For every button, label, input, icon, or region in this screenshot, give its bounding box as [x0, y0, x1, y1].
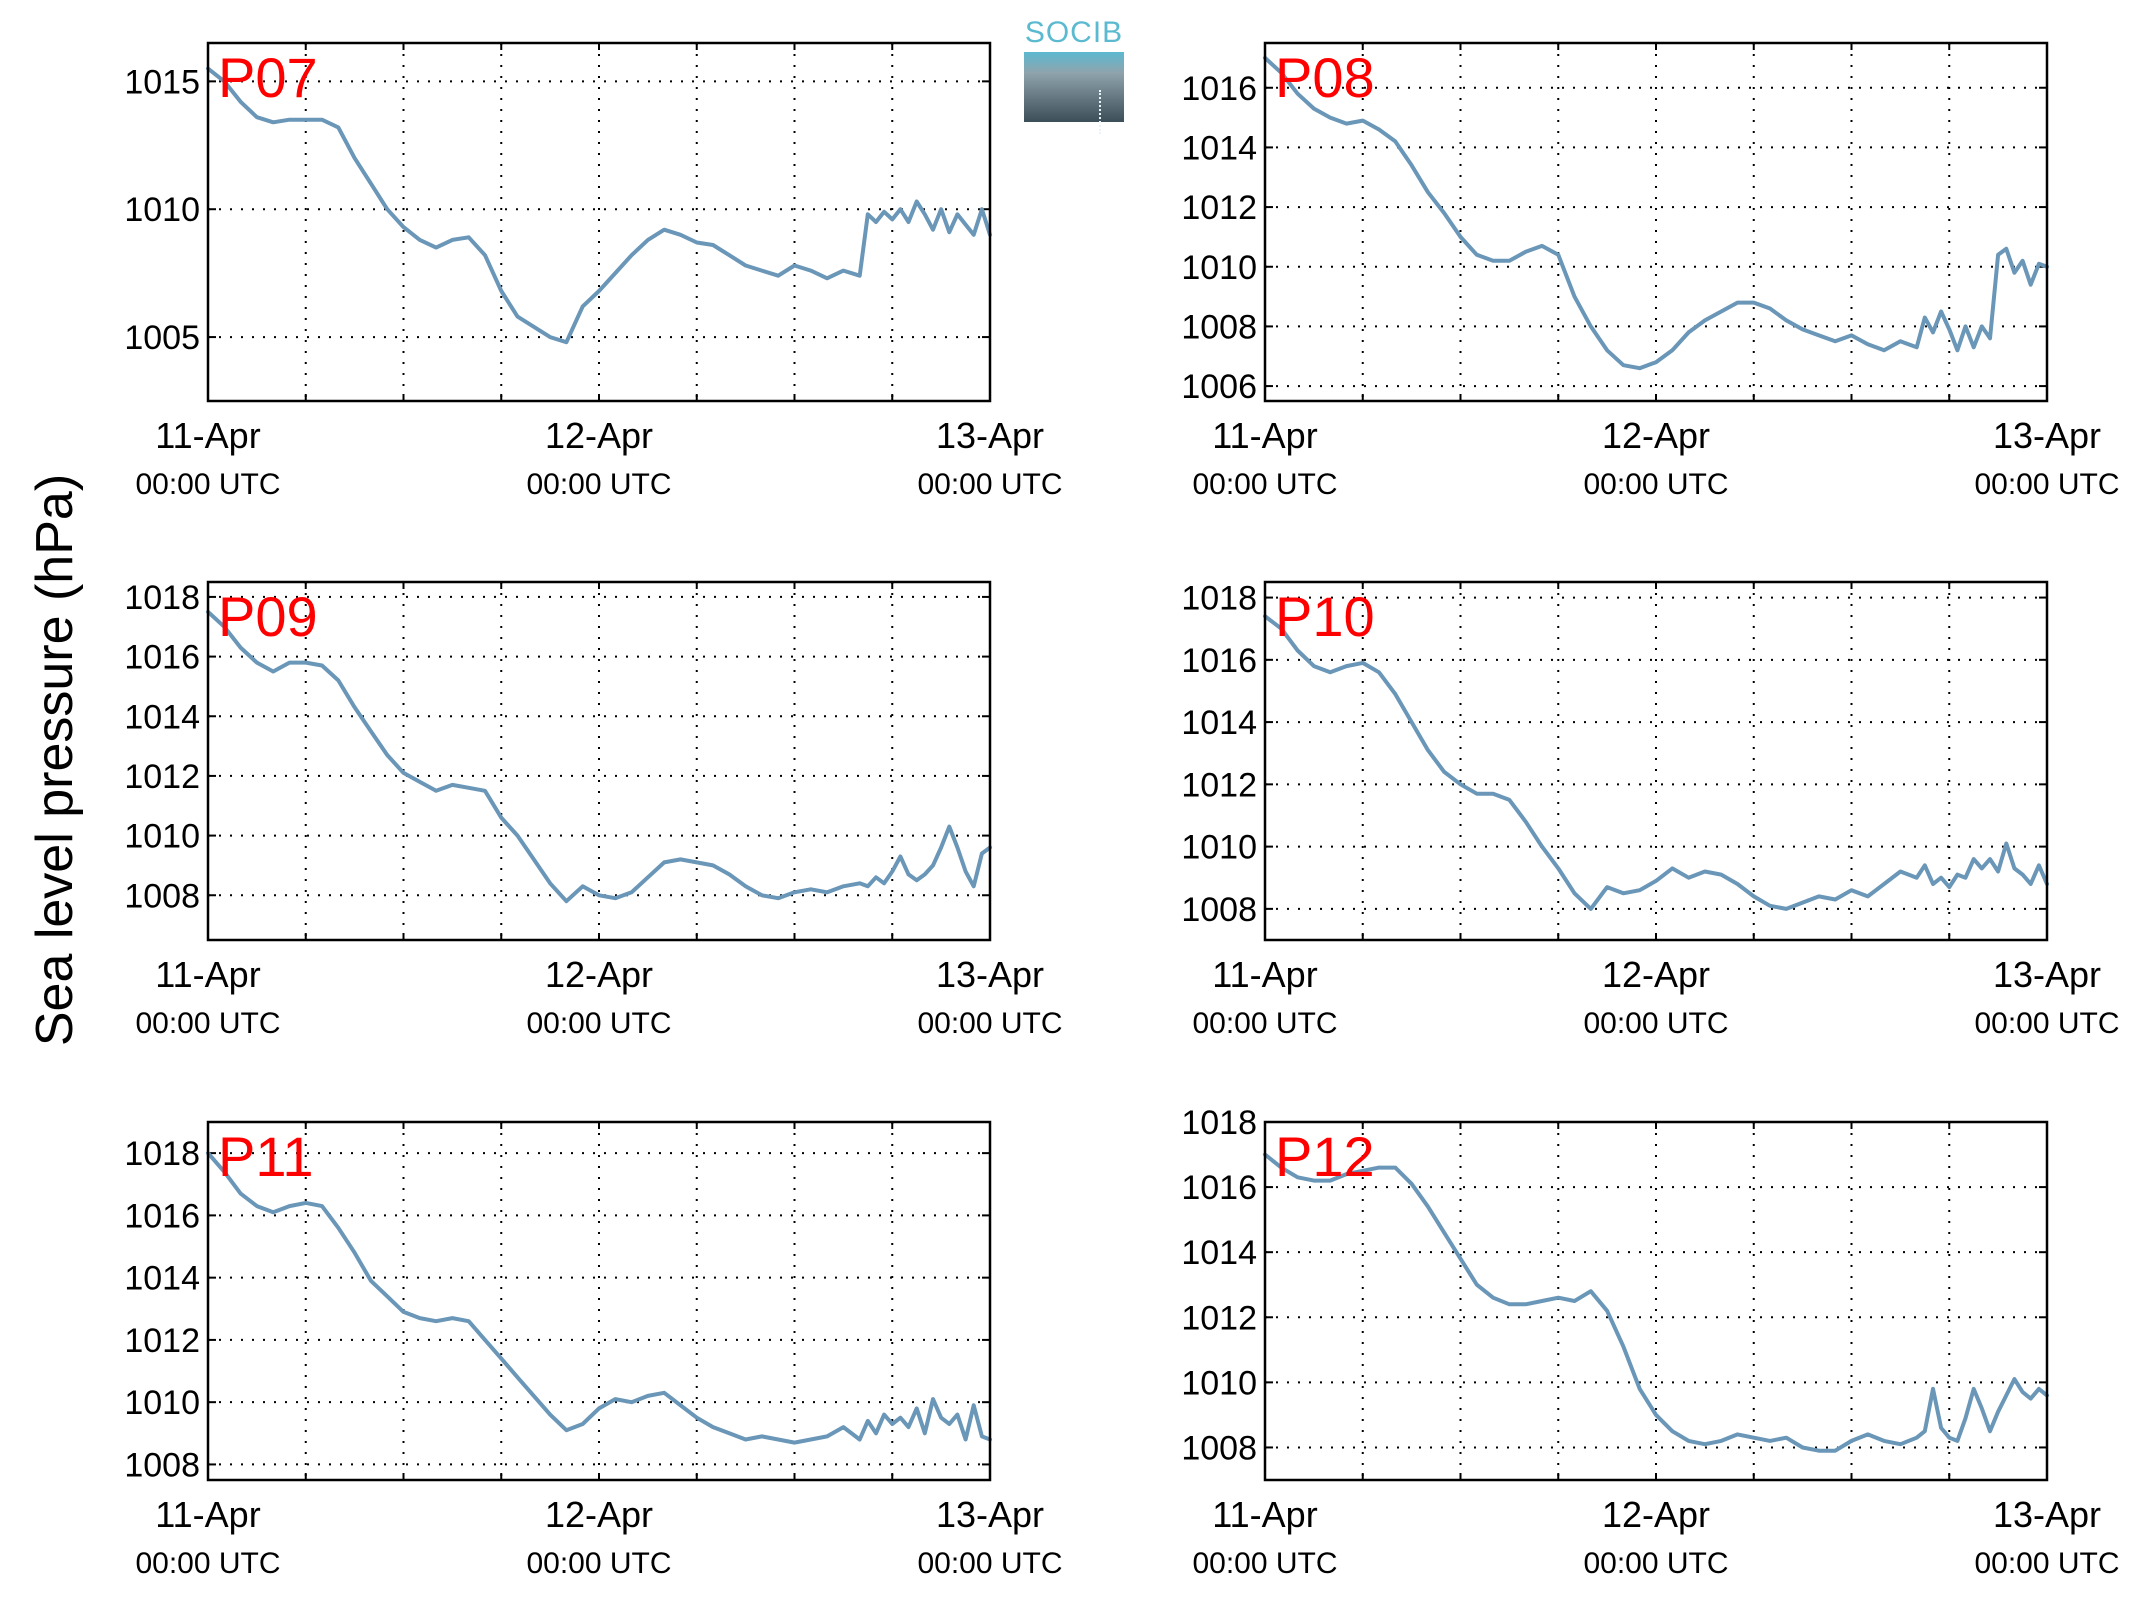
y-tick-label: 1008: [124, 877, 200, 915]
x-tick-label-date: 11-Apr: [1212, 415, 1317, 456]
x-tick-label-time: 00:00 UTC: [1583, 468, 1728, 501]
x-tick-label-time: 00:00 UTC: [1192, 1547, 1337, 1580]
y-tick-label: 1006: [1181, 368, 1257, 406]
x-tick-label-time: 00:00 UTC: [1974, 1007, 2119, 1040]
y-tick-label: 1005: [124, 319, 200, 357]
y-tick-label: 1012: [124, 1322, 200, 1360]
y-tick-label: 1010: [124, 1384, 200, 1422]
x-tick-label-date: 12-Apr: [1602, 415, 1710, 456]
plot-frame: [1263, 580, 2049, 942]
station-label: P07: [218, 46, 318, 109]
y-tick-label: 1010: [1181, 829, 1257, 867]
series-line-p09: [206, 609, 992, 904]
series-line-p12: [1263, 1152, 2049, 1453]
x-tick-label-time: 00:00 UTC: [1974, 1547, 2119, 1580]
y-tick-label: 1016: [124, 639, 200, 677]
series-line-p08: [1263, 55, 2049, 371]
series-line-p10: [1263, 614, 2049, 911]
y-tick-label: 1016: [1181, 70, 1257, 108]
plot-frame: [206, 1120, 992, 1482]
panel-p12: 1008 1010 1012 1014 1016 1018 11-Apr 00:00 UTC 1…: [1181, 1104, 2119, 1580]
y-tick-label: 1010: [124, 818, 200, 856]
panel-p08: 1006 1008 1010 1012 1014 1016 11-Apr 00:00 UTC 1…: [1181, 41, 2120, 501]
station-label: P10: [1275, 585, 1375, 648]
x-tick-label-date: 11-Apr: [155, 1494, 260, 1535]
y-tick-label: 1008: [124, 1446, 200, 1484]
x-tick-label-date: 11-Apr: [1212, 954, 1317, 995]
x-tick-label-time: 00:00 UTC: [917, 468, 1062, 501]
x-tick-label-date: 11-Apr: [1212, 1494, 1317, 1535]
y-tick-label: 1014: [124, 1260, 200, 1298]
x-tick-label-time: 00:00 UTC: [526, 468, 671, 501]
y-tick-label: 1014: [1181, 129, 1257, 167]
x-tick-label-time: 00:00 UTC: [917, 1007, 1062, 1040]
panel-p11: 1008 1010 1012 1014 1016 1018 11-Apr 00:00 UTC 1…: [124, 1120, 1063, 1580]
x-tick-label-date: 11-Apr: [155, 954, 260, 995]
logo-text: SOCIB: [1024, 16, 1124, 49]
y-tick-label: 1010: [124, 191, 200, 229]
y-tick-label: 1018: [124, 579, 200, 617]
y-axis-label: Sea level pressure (hPa): [26, 473, 84, 1047]
x-tick-label-date: 12-Apr: [545, 1494, 653, 1535]
y-tick-label: 1018: [1181, 580, 1257, 618]
y-tick-label: 1018: [124, 1135, 200, 1173]
station-label: P12: [1275, 1125, 1375, 1188]
x-tick-label-time: 00:00 UTC: [1192, 1007, 1337, 1040]
series-line-p11: [206, 1151, 992, 1445]
x-tick-label-time: 00:00 UTC: [135, 468, 280, 501]
x-tick-label-date: 13-Apr: [1993, 954, 2101, 995]
panel-p07: 1005 1010 1015 11-Apr 00:00 UTC 12-Apr 00:00 U…: [124, 41, 1063, 501]
socib-logo: SOCIB: [1024, 16, 1124, 134]
y-tick-label: 1010: [1181, 1364, 1257, 1402]
panel-p10: 1008 1010 1012 1014 1016 1018 11-Apr 00:00 UTC 1…: [1181, 580, 2119, 1040]
x-tick-label-date: 12-Apr: [1602, 954, 1710, 995]
station-label: P08: [1275, 46, 1375, 109]
series-line-p07: [206, 66, 992, 345]
y-tick-label: 1012: [1181, 1299, 1257, 1337]
y-tick-label: 1008: [1181, 891, 1257, 929]
station-label: P09: [218, 585, 318, 648]
x-tick-label-date: 12-Apr: [545, 415, 653, 456]
plot-frame: [206, 580, 992, 942]
x-tick-label-time: 00:00 UTC: [526, 1007, 671, 1040]
x-tick-label-time: 00:00 UTC: [1974, 468, 2119, 501]
x-tick-label-date: 13-Apr: [936, 954, 1044, 995]
x-tick-label-time: 00:00 UTC: [1583, 1547, 1728, 1580]
y-tick-label: 1014: [1181, 704, 1257, 742]
x-tick-label-date: 13-Apr: [936, 415, 1044, 456]
x-tick-label-time: 00:00 UTC: [1192, 468, 1337, 501]
y-tick-label: 1016: [124, 1197, 200, 1235]
x-tick-label-time: 00:00 UTC: [917, 1547, 1062, 1580]
plot-frame: [1263, 41, 2049, 403]
x-tick-label-date: 13-Apr: [936, 1494, 1044, 1535]
y-tick-label: 1012: [1181, 189, 1257, 227]
x-tick-label-date: 13-Apr: [1993, 1494, 2101, 1535]
y-tick-label: 1016: [1181, 642, 1257, 680]
y-tick-label: 1012: [124, 758, 200, 796]
plot-frame: [206, 41, 992, 403]
x-tick-label-date: 13-Apr: [1993, 415, 2101, 456]
x-tick-label-date: 12-Apr: [1602, 1494, 1710, 1535]
y-tick-label: 1014: [124, 698, 200, 736]
y-tick-label: 1008: [1181, 308, 1257, 346]
logo-graphic: [1024, 52, 1124, 134]
y-tick-label: 1015: [124, 63, 200, 101]
y-tick-label: 1012: [1181, 766, 1257, 804]
x-tick-label-time: 00:00 UTC: [1583, 1007, 1728, 1040]
x-tick-label-date: 11-Apr: [155, 415, 260, 456]
station-label: P11: [218, 1125, 313, 1188]
y-tick-label: 1016: [1181, 1169, 1257, 1207]
x-tick-label-date: 12-Apr: [545, 954, 653, 995]
y-tick-label: 1008: [1181, 1429, 1257, 1467]
panel-p09: 1008 1010 1012 1014 1016 1018 11-Apr 00:00 UTC 1…: [124, 579, 1062, 1040]
y-tick-label: 1010: [1181, 249, 1257, 287]
x-tick-label-time: 00:00 UTC: [526, 1547, 671, 1580]
x-tick-label-time: 00:00 UTC: [135, 1007, 280, 1040]
y-tick-label: 1018: [1181, 1104, 1257, 1142]
plot-frame: [1263, 1120, 2049, 1482]
x-tick-label-time: 00:00 UTC: [135, 1547, 280, 1580]
y-tick-label: 1014: [1181, 1234, 1257, 1272]
